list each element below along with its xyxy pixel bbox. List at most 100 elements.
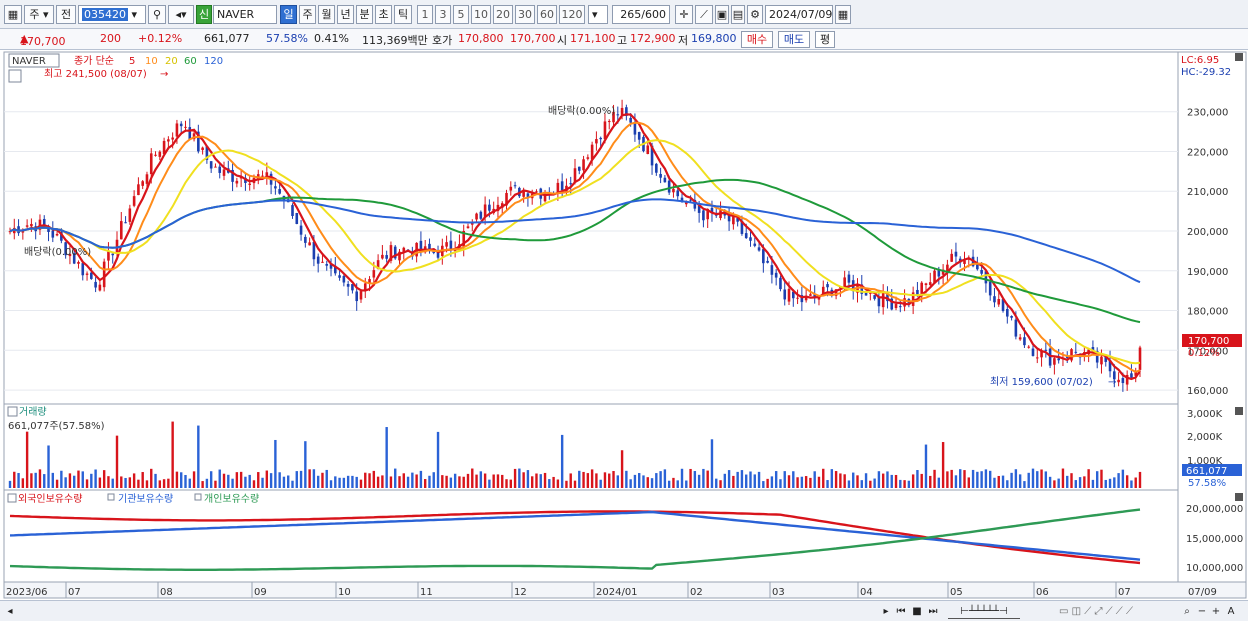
period-month[interactable]: 월 — [318, 5, 335, 24]
grid-toggle-icon[interactable] — [8, 69, 22, 83]
volume-bars — [8, 421, 1142, 488]
gear-icon[interactable]: ⚙ — [747, 5, 763, 24]
rewind-icon[interactable]: ⏮ — [896, 606, 906, 617]
period-second[interactable]: 초 — [375, 5, 392, 24]
volume-panel-icon[interactable] — [7, 406, 18, 417]
volume-bar — [218, 469, 221, 488]
sell-button[interactable]: 매도 — [778, 31, 810, 48]
interval-20[interactable]: 20 — [493, 5, 513, 24]
volume-bar — [304, 441, 307, 488]
volume-bar — [1078, 477, 1082, 488]
candle-body — [94, 281, 97, 288]
candle-body — [1001, 299, 1005, 311]
holdings-line-1 — [9, 510, 1141, 561]
zoom-out-icon[interactable]: − — [1197, 606, 1207, 617]
holdings-panel-icon[interactable] — [7, 493, 17, 503]
volume-bar — [346, 475, 350, 488]
ma-legend-120: 120 — [204, 56, 223, 67]
candle-body — [993, 296, 996, 303]
volume-bar — [757, 471, 761, 488]
save-icon[interactable]: ▣ — [715, 5, 729, 24]
market-label: 주 — [29, 8, 40, 21]
interval-120[interactable]: 120 — [559, 5, 585, 24]
interval-3[interactable]: 3 — [435, 5, 451, 24]
draw-line-icon[interactable]: ⟋ — [695, 5, 713, 24]
volume-bar — [638, 473, 641, 488]
volume-bar — [1053, 480, 1056, 488]
candle-body — [479, 211, 483, 219]
volume-bar — [689, 468, 692, 488]
candle-body — [1091, 347, 1095, 351]
volume-close-icon[interactable] — [1235, 407, 1243, 415]
period-year[interactable]: 년 — [337, 5, 354, 24]
volume-bar — [1066, 475, 1069, 488]
volume-bar — [770, 476, 774, 488]
print-icon[interactable]: ▤ — [731, 5, 745, 24]
interval-5[interactable]: 5 — [453, 5, 469, 24]
period-tick[interactable]: 틱 — [394, 5, 412, 24]
candle-body — [727, 215, 731, 222]
interval-10[interactable]: 10 — [471, 5, 491, 24]
candle-body — [569, 183, 573, 185]
period-week[interactable]: 주 — [299, 5, 316, 24]
volume-bar — [852, 472, 855, 488]
candle-body — [732, 216, 735, 225]
grid-lines — [4, 111, 1178, 391]
stock-chart[interactable]: 230,000 220,000 210,000 200,000 190,000 180,0… — [0, 50, 1248, 600]
period-day[interactable]: 일 — [280, 5, 297, 24]
candle-body — [607, 121, 611, 123]
volume-bar — [398, 476, 401, 488]
open-price: 171,100 — [570, 32, 616, 45]
candle-body — [920, 282, 924, 297]
eval-button[interactable]: 평 — [815, 31, 835, 48]
volume-ratio: 57.58% — [266, 32, 308, 45]
holdings-y-tick: 20,000,000 — [1186, 504, 1243, 515]
holdings-close-icon[interactable] — [1235, 493, 1243, 501]
candle-body — [42, 218, 46, 227]
market-mode-button[interactable]: 전 — [56, 5, 76, 24]
volume-bar — [539, 474, 542, 488]
data-count-field[interactable]: 265/600 — [612, 5, 670, 24]
interval-custom-dropdown[interactable]: ▾ — [588, 5, 608, 24]
interval-60[interactable]: 60 — [537, 5, 557, 24]
volume-bar — [1074, 480, 1077, 488]
price-close-icon[interactable] — [1235, 53, 1243, 61]
market-select[interactable]: 주 ▾ — [24, 5, 54, 24]
scroll-right-icon[interactable]: ▸ — [883, 606, 889, 617]
menu-icon[interactable]: ▦ — [4, 5, 22, 24]
magnify-icon[interactable]: ⌕ — [1184, 606, 1190, 617]
current-price-value: 170,700 — [20, 35, 66, 48]
speaker-icon[interactable]: ◂▾ — [168, 5, 194, 24]
holdings-line-2 — [9, 508, 1141, 571]
volume-bar — [971, 469, 975, 488]
scroll-left-icon[interactable]: ◂ — [7, 606, 13, 617]
interval-1[interactable]: 1 — [417, 5, 433, 24]
holdings-legend-foreign: 외국인보유수량 — [18, 493, 82, 505]
font-size-icon[interactable]: A — [1227, 606, 1235, 617]
volume-bar — [586, 473, 590, 488]
date-field[interactable]: 2024/07/09 — [765, 5, 833, 24]
candle-body — [1010, 316, 1013, 318]
stock-name-field[interactable]: NAVER — [213, 5, 277, 24]
stop-icon[interactable]: ■ — [912, 606, 922, 617]
interval-30[interactable]: 30 — [515, 5, 535, 24]
bottom-scrollbar[interactable]: ◂ ▸ ⏮ ■ ⏭ ⊢┴┴┴┴┴⊣ ▭ ◫ ⟋ ⤢ ⟋ ⟋ ⟋ ⌕ − + A — [0, 600, 1248, 621]
zoom-in-icon[interactable]: + — [1211, 606, 1221, 617]
period-minute[interactable]: 분 — [356, 5, 373, 24]
play-icon[interactable]: ⏭ — [928, 606, 938, 617]
candle-body — [483, 204, 487, 217]
search-icon[interactable]: ⚲ — [148, 5, 166, 24]
stock-code-input[interactable]: 035420 ▾ — [78, 5, 146, 24]
buy-button[interactable]: 매수 — [741, 31, 773, 48]
candle-body — [637, 132, 641, 140]
volume-bar — [295, 471, 298, 488]
drawing-tools-strip[interactable]: ▭ ◫ ⟋ ⤢ ⟋ ⟋ ⟋ — [1059, 606, 1133, 617]
candle-body — [1044, 349, 1048, 351]
holdings-panel[interactable] — [3, 489, 1179, 583]
holdings-legend-individual: 개인보유수량 — [204, 493, 259, 505]
candle-body — [351, 284, 354, 291]
zoom-slider[interactable]: ⊢┴┴┴┴┴⊣ — [948, 604, 1020, 619]
crosshair-icon[interactable]: ✛ — [675, 5, 693, 24]
calendar-icon[interactable]: ▦ — [835, 5, 851, 24]
x-axis-label: 08 — [160, 587, 173, 598]
